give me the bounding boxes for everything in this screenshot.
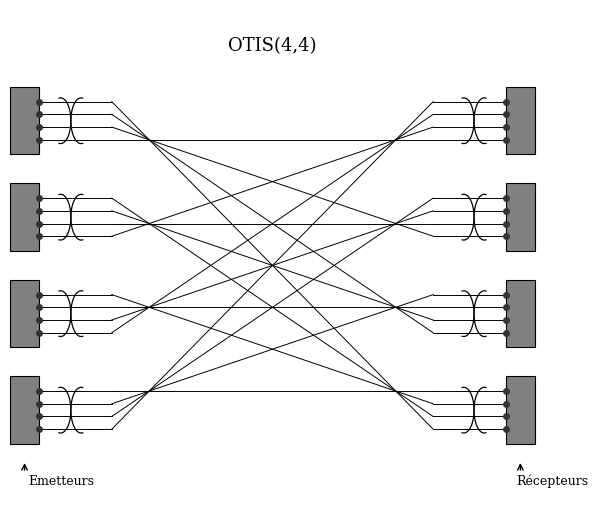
Bar (10, 280, 39, 347)
Text: Récepteurs: Récepteurs (517, 475, 589, 488)
Bar (506, 183, 535, 251)
Bar (506, 280, 535, 347)
Bar (10, 183, 39, 251)
Bar (506, 376, 535, 444)
Text: OTIS(4,4): OTIS(4,4) (228, 37, 317, 55)
Bar (506, 87, 535, 155)
Text: Emetteurs: Emetteurs (28, 475, 94, 488)
Bar (10, 376, 39, 444)
Bar (10, 87, 39, 155)
